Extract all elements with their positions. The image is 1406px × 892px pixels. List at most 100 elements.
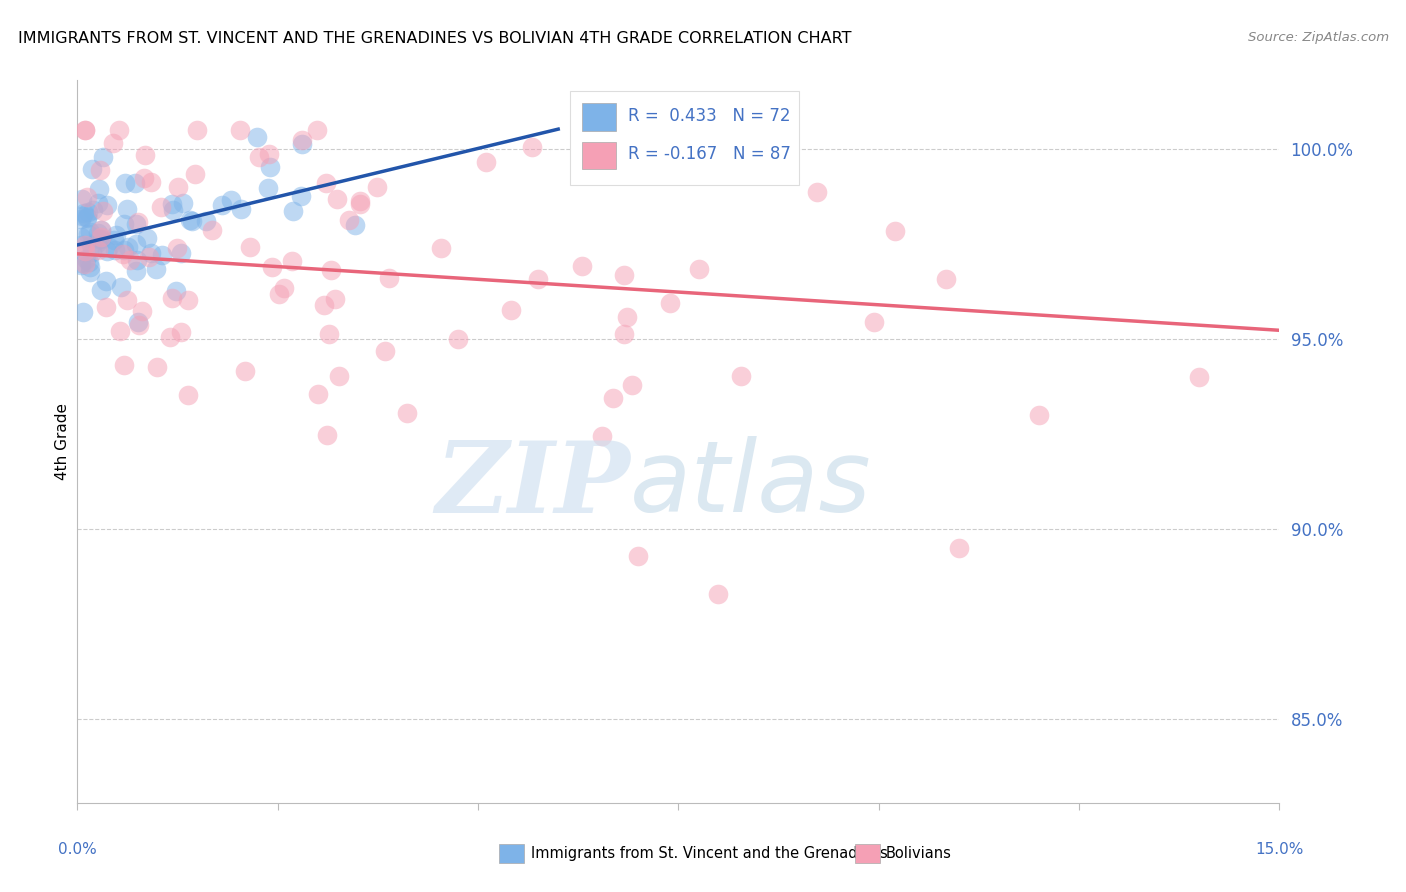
Point	[160, 196, 183, 211]
Point	[108, 324, 131, 338]
Point	[339, 213, 361, 227]
Point	[948, 541, 970, 555]
Point	[90, 223, 112, 237]
Point	[75, 122, 97, 136]
Point	[108, 122, 131, 136]
Point	[707, 587, 730, 601]
Text: R =  0.433   N = 72: R = 0.433 N = 72	[628, 107, 790, 125]
Point	[70, 256, 93, 270]
Point	[613, 326, 636, 341]
Point	[176, 388, 198, 402]
Point	[166, 241, 188, 255]
Point	[87, 196, 110, 211]
Point	[259, 160, 281, 174]
Text: IMMIGRANTS FROM ST. VINCENT AND THE GRENADINES VS BOLIVIAN 4TH GRADE CORRELATION: IMMIGRANTS FROM ST. VINCENT AND THE GREN…	[18, 31, 852, 46]
Point	[124, 176, 146, 190]
Point	[112, 358, 135, 372]
Point	[884, 224, 907, 238]
Point	[91, 204, 114, 219]
Point	[257, 147, 280, 161]
Point	[323, 292, 346, 306]
Point	[136, 231, 159, 245]
Point	[127, 315, 149, 329]
Point	[863, 315, 886, 329]
Point	[127, 253, 149, 268]
Point	[291, 136, 314, 151]
Point	[117, 202, 139, 217]
Point	[239, 240, 262, 254]
Point	[79, 255, 101, 269]
Point	[80, 238, 103, 252]
Point	[613, 268, 636, 282]
Point	[269, 286, 291, 301]
Point	[112, 217, 135, 231]
Point	[103, 243, 125, 257]
Point	[76, 211, 98, 225]
Point	[688, 262, 710, 277]
Point	[229, 122, 252, 136]
Point	[430, 241, 453, 255]
Point	[658, 296, 681, 310]
Text: 15.0%: 15.0%	[1256, 842, 1303, 856]
Point	[70, 258, 93, 272]
Point	[125, 217, 148, 231]
Point	[247, 149, 270, 163]
Point	[1028, 408, 1050, 422]
Point	[90, 284, 112, 298]
Point	[447, 332, 470, 346]
Point	[935, 271, 957, 285]
Point	[571, 259, 593, 273]
Point	[522, 139, 544, 153]
Point	[396, 406, 419, 420]
Point	[170, 245, 193, 260]
Point	[527, 272, 550, 286]
Text: 0.0%: 0.0%	[58, 842, 97, 856]
Point	[72, 305, 94, 319]
Point	[128, 318, 150, 333]
Point	[273, 280, 295, 294]
Text: Immigrants from St. Vincent and the Grenadines: Immigrants from St. Vincent and the Gren…	[531, 847, 889, 861]
Point	[233, 364, 256, 378]
Point	[166, 179, 188, 194]
Point	[77, 227, 100, 241]
Point	[96, 198, 118, 212]
Point	[89, 232, 111, 246]
Point	[591, 428, 613, 442]
Point	[114, 176, 136, 190]
Point	[118, 252, 141, 267]
Point	[76, 190, 98, 204]
Point	[246, 130, 269, 145]
Point	[195, 214, 218, 228]
Point	[262, 260, 284, 274]
Point	[499, 303, 522, 318]
Point	[138, 251, 160, 265]
Point	[211, 198, 233, 212]
Point	[180, 214, 202, 228]
Point	[186, 122, 208, 136]
Point	[131, 303, 153, 318]
Point	[86, 235, 108, 250]
Point	[229, 202, 252, 216]
Point	[79, 225, 101, 239]
Point	[86, 226, 108, 240]
Point	[179, 213, 201, 227]
Point	[141, 246, 163, 260]
Point	[620, 378, 643, 392]
Point	[307, 387, 329, 401]
Point	[89, 182, 111, 196]
Point	[744, 163, 766, 178]
Point	[730, 368, 752, 383]
Point	[77, 204, 100, 219]
Point	[97, 239, 120, 253]
Point	[145, 359, 167, 374]
Point	[79, 260, 101, 274]
Point	[96, 300, 118, 314]
Point	[112, 244, 135, 258]
Point	[700, 122, 723, 136]
Point	[344, 218, 367, 232]
Point	[90, 230, 112, 244]
Point	[349, 194, 371, 208]
Text: R = -0.167   N = 87: R = -0.167 N = 87	[628, 145, 790, 163]
Point	[307, 122, 329, 136]
Point	[72, 192, 94, 206]
